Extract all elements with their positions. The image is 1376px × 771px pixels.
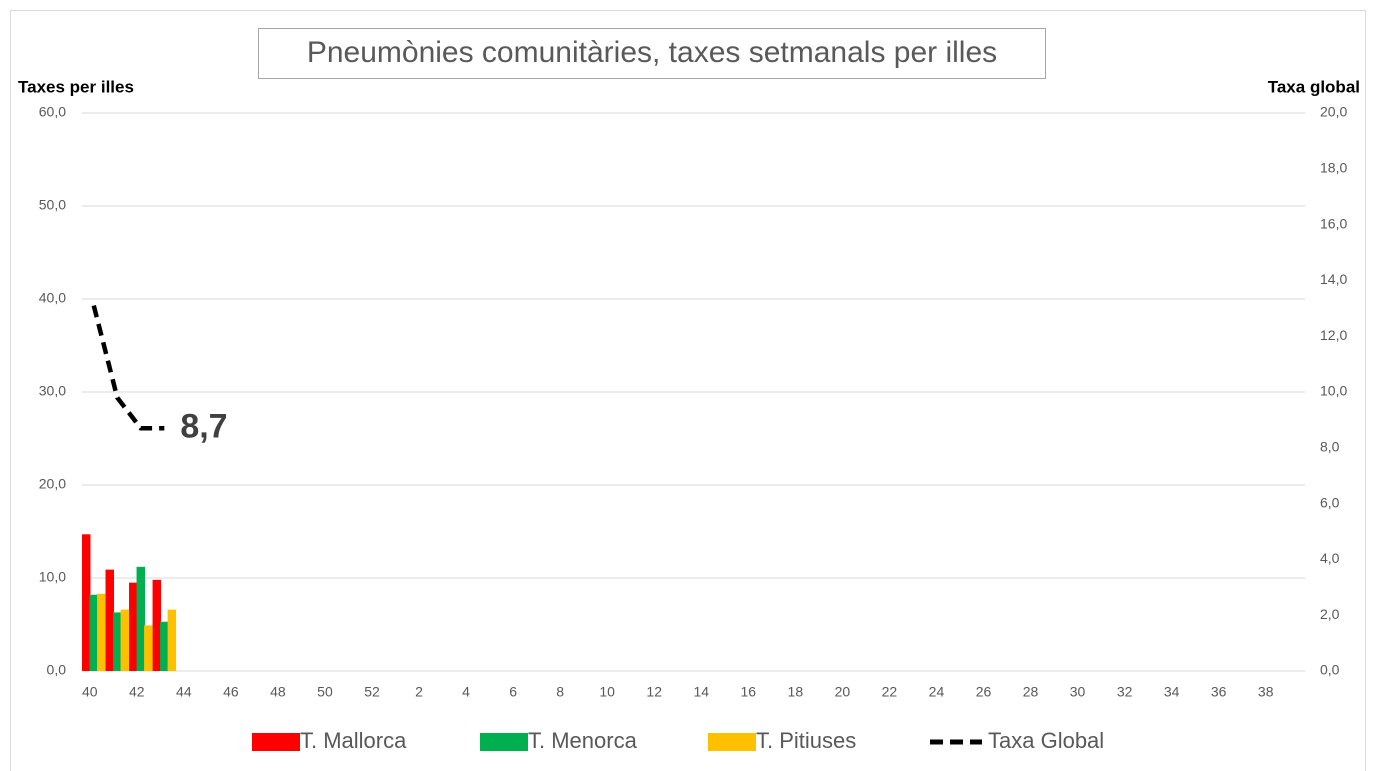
x-tick-label: 16 (741, 684, 757, 700)
bar (144, 625, 153, 671)
legend-label: Taxa Global (988, 728, 1104, 753)
y-tick-label: 60,0 (39, 104, 66, 120)
x-tick-label: 50 (317, 684, 333, 700)
y-tick-label: 10,0 (39, 569, 66, 585)
x-tick-label: 6 (509, 684, 517, 700)
bar (167, 609, 177, 671)
y2-tick-label: 6,0 (1320, 494, 1340, 510)
y-tick-label: 30,0 (39, 383, 66, 399)
y-tick-label: 0,0 (47, 662, 67, 678)
x-tick-label: 36 (1211, 684, 1227, 700)
bar (136, 566, 146, 671)
x-tick-label: 44 (176, 684, 192, 700)
y2-tick-label: 14,0 (1320, 271, 1347, 287)
x-tick-label: 24 (929, 684, 945, 700)
x-tick-label: 28 (1023, 684, 1039, 700)
x-tick-label: 2 (415, 684, 423, 700)
y-tick-label: 50,0 (39, 197, 66, 213)
title-box (258, 28, 1046, 79)
x-tick-label: 48 (270, 684, 286, 700)
x-tick-label: 34 (1164, 684, 1180, 700)
y2-tick-label: 2,0 (1320, 606, 1340, 622)
y-tick-label: 20,0 (39, 476, 66, 492)
data-label: 8,7 (180, 407, 227, 445)
x-tick-label: 40 (82, 684, 98, 700)
x-tick-label: 8 (556, 684, 564, 700)
legend-label: T. Menorca (528, 728, 638, 753)
bar (160, 621, 169, 671)
y2-tick-label: 16,0 (1320, 215, 1347, 231)
y2-tick-label: 20,0 (1320, 104, 1347, 120)
chart-border (10, 10, 1366, 771)
x-tick-label: 10 (599, 684, 615, 700)
bar (97, 593, 106, 671)
x-tick-label: 46 (223, 684, 239, 700)
bar (120, 609, 130, 671)
y2-tick-label: 12,0 (1320, 327, 1347, 343)
x-tick-label: 14 (693, 684, 709, 700)
x-tick-label: 32 (1117, 684, 1133, 700)
bar (129, 582, 138, 671)
x-tick-label: 30 (1070, 684, 1086, 700)
x-tick-label: 18 (788, 684, 804, 700)
y2-tick-label: 10,0 (1320, 383, 1347, 399)
x-tick-label: 38 (1258, 684, 1274, 700)
x-tick-label: 22 (882, 684, 898, 700)
legend-swatch (480, 733, 528, 751)
y2-axis-title: Taxa global (1268, 77, 1360, 96)
legend-label: T. Mallorca (300, 728, 407, 753)
bar (152, 579, 162, 671)
y2-tick-label: 18,0 (1320, 160, 1347, 176)
bar (105, 569, 114, 671)
bar (89, 594, 98, 671)
bar (113, 612, 122, 671)
x-tick-label: 42 (129, 684, 145, 700)
legend-label: T. Pitiuses (756, 728, 856, 753)
legend-swatch (252, 733, 300, 751)
x-tick-label: 20 (835, 684, 851, 700)
y-tick-label: 40,0 (39, 290, 66, 306)
chart-title: Pneumònies comunitàries, taxes setmanals… (307, 36, 997, 69)
y2-tick-label: 0,0 (1320, 662, 1340, 678)
x-tick-label: 52 (364, 684, 380, 700)
x-tick-label: 26 (976, 684, 992, 700)
y2-tick-label: 4,0 (1320, 550, 1340, 566)
x-tick-label: 12 (646, 684, 662, 700)
y-axis-title: Taxes per illes (18, 77, 134, 96)
line (91, 304, 165, 431)
legend-swatch (708, 733, 756, 751)
bar (82, 534, 91, 671)
x-tick-label: 4 (462, 684, 470, 700)
y2-tick-label: 8,0 (1320, 439, 1340, 455)
